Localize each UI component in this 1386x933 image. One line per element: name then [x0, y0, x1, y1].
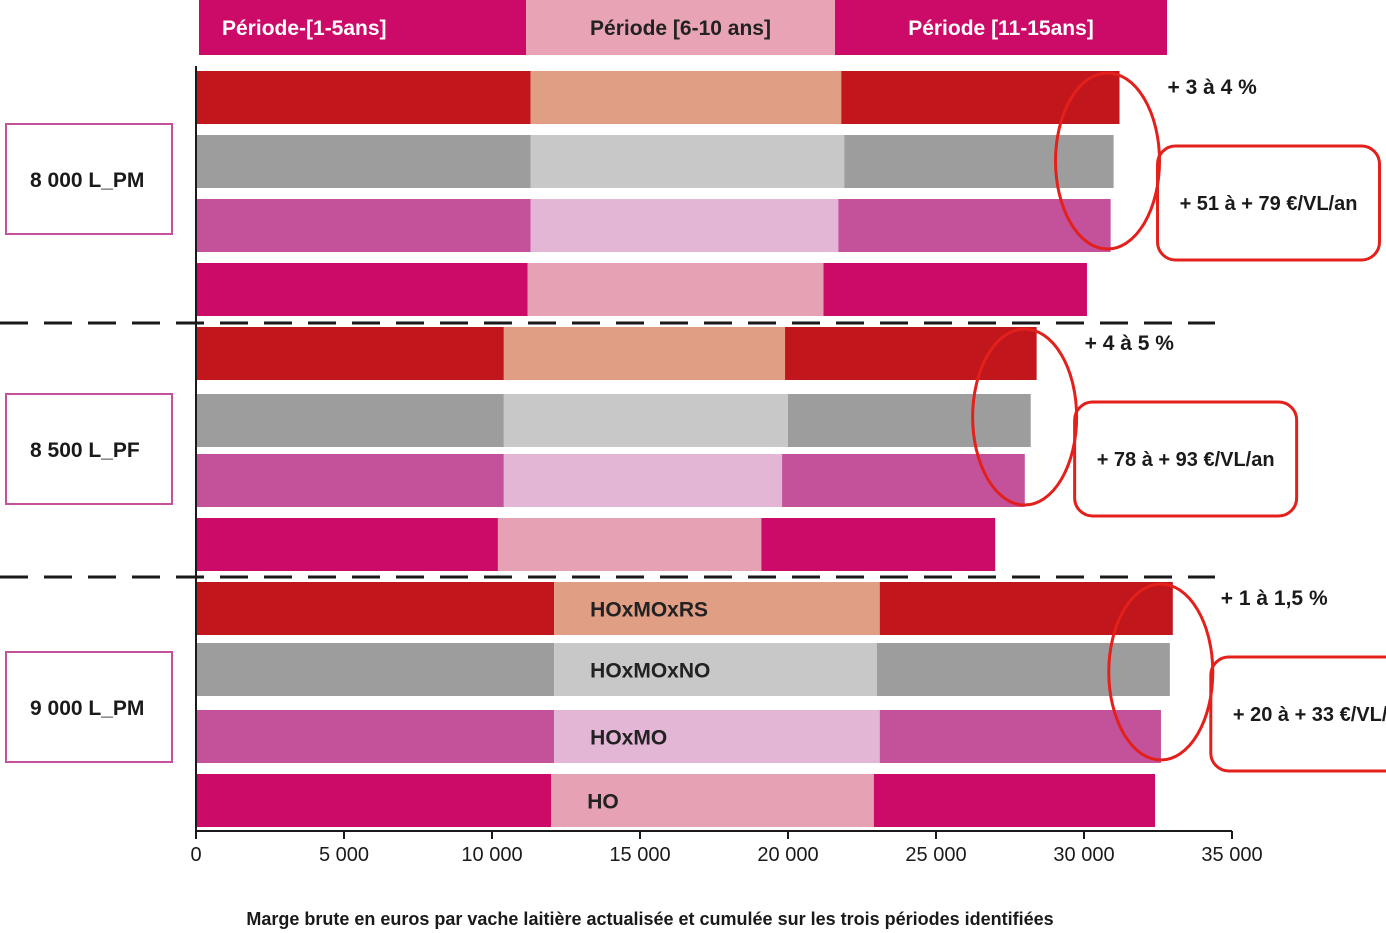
bar-segment [551, 774, 874, 827]
period-header-cell [526, 0, 835, 55]
bar-segment [879, 582, 1173, 635]
x-axis: 0 5 000 10 000 15 000 20 000 25 000 30 000 35 0… [190, 66, 1263, 866]
bar-segment [196, 71, 531, 124]
period-header-label: Période [6-10 ans] [590, 17, 771, 40]
bar-segment [503, 327, 786, 380]
period-header-label: Période [11-15ans] [908, 17, 1094, 40]
bar-segment [196, 394, 504, 447]
gain-euro-label: + 20 à + 33 €/VL/an [1233, 704, 1386, 726]
bar-segment [873, 774, 1156, 827]
bar-segment [196, 710, 555, 763]
bar-segment [876, 643, 1170, 696]
bar-segment [196, 643, 555, 696]
gain-percent-label: + 4 à 5 % [1085, 332, 1175, 355]
bar-segment [785, 327, 1037, 380]
gain-percent-label: + 1 à 1,5 % [1221, 587, 1328, 610]
x-tick-label: 30 000 [1053, 844, 1114, 866]
group-labels: 8 000 L_PM 8 500 L_PF 9 000 L_PM [5, 123, 173, 763]
bar-segment [782, 454, 1025, 507]
bar-segment [530, 135, 845, 188]
bar-segment [196, 774, 552, 827]
period-header-cell [835, 0, 1167, 55]
bar-segment [196, 135, 531, 188]
bar-segment [196, 263, 528, 316]
bar-segment [554, 643, 877, 696]
bar-segment [788, 394, 1031, 447]
bar-segment [530, 71, 842, 124]
x-tick-label: 20 000 [757, 844, 818, 866]
bar-segment [530, 199, 839, 252]
bar-segment [196, 454, 504, 507]
gain-euro-box [1073, 400, 1299, 518]
gain-euro-box [1156, 144, 1382, 262]
group-label-box [5, 393, 173, 505]
gain-euro-box [1209, 655, 1386, 773]
bar-segment [196, 518, 498, 571]
bar-segment [841, 71, 1120, 124]
bar-segment [503, 394, 788, 447]
bar-category-label: HOxMO [590, 727, 667, 750]
x-tick-label: 25 000 [905, 844, 966, 866]
bars: HOxMOxRS HOxMOxNO HOxMO HO [196, 71, 1173, 827]
bar-segment [196, 327, 504, 380]
bar-segment [196, 582, 555, 635]
x-tick-label: 10 000 [461, 844, 522, 866]
x-tick-label: 15 000 [609, 844, 670, 866]
gain-percent-label: + 3 à 4 % [1168, 76, 1258, 99]
x-tick-label: 5 000 [319, 844, 369, 866]
bar-segment [879, 710, 1161, 763]
bar-segment [497, 518, 762, 571]
bar-segment [761, 518, 996, 571]
gain-highlight-ellipse [971, 327, 1079, 507]
bar-category-label: HOxMOxNO [590, 660, 710, 683]
group-label-box [5, 123, 173, 235]
bar-segment [503, 454, 783, 507]
bar-segment [527, 263, 824, 316]
gain-highlight-ellipse [1107, 582, 1215, 762]
period-header-cell [199, 0, 526, 55]
x-axis-label: Marge brute en euros par vache laitière … [246, 909, 1053, 929]
bar-segment [196, 199, 531, 252]
bar-segment [554, 582, 880, 635]
bar-category-label: HO [587, 791, 619, 814]
group-dividers [0, 321, 1215, 579]
bar-category-label: HOxMOxRS [590, 599, 708, 622]
x-tick-label: 35 000 [1201, 844, 1262, 866]
group-label: 8 500 L_PF [30, 439, 140, 462]
bar-segment [844, 135, 1114, 188]
gain-highlight-ellipse [1054, 71, 1162, 251]
group-label: 8 000 L_PM [30, 169, 144, 192]
annotations: + 3 à 4 % + 51 à + 79 €/VL/an + 4 à 5 % + 7… [971, 71, 1386, 773]
bar-segment [823, 263, 1087, 316]
period-header-label: Période-[1-5ans] [222, 17, 387, 40]
period-header: Période-[1-5ans] Période [6-10 ans] Périod… [199, 0, 1167, 55]
bar-segment [838, 199, 1111, 252]
gain-euro-label: + 51 à + 79 €/VL/an [1180, 193, 1358, 215]
group-label-box [5, 651, 173, 763]
group-label: 9 000 L_PM [30, 697, 144, 720]
x-tick-label: 0 [190, 844, 201, 866]
gain-euro-label: + 78 à + 93 €/VL/an [1097, 449, 1275, 471]
bar-segment [554, 710, 880, 763]
